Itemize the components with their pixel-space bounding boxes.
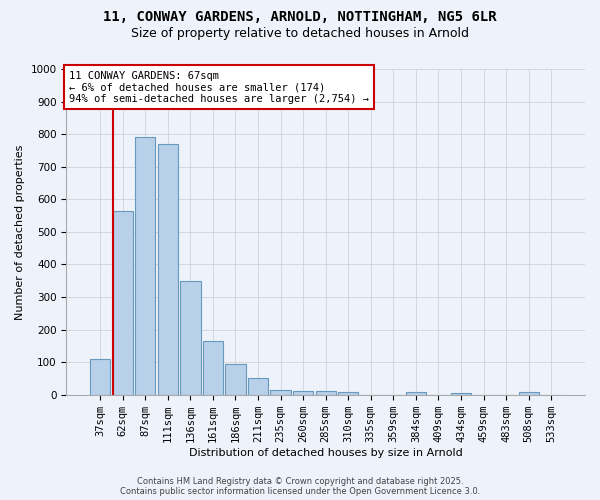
Bar (113, 210, 133, 394)
Y-axis label: Number of detached properties: Number of detached properties (15, 144, 25, 320)
X-axis label: Distribution of detached houses by size in Arnold: Distribution of detached houses by size … (189, 448, 463, 458)
Bar (226, 364, 245, 394)
Bar (90, 359, 110, 394)
Bar (451, 393, 471, 394)
Bar (180, 280, 200, 394)
Bar (293, 391, 313, 394)
Text: 11, CONWAY GARDENS, ARNOLD, NOTTINGHAM, NG5 6LR: 11, CONWAY GARDENS, ARNOLD, NOTTINGHAM, … (103, 10, 497, 24)
Text: 11 CONWAY GARDENS: 67sqm
← 6% of detached houses are smaller (174)
94% of semi-d: 11 CONWAY GARDENS: 67sqm ← 6% of detache… (69, 70, 369, 104)
Bar (248, 378, 268, 394)
Bar (338, 392, 358, 394)
Bar (406, 392, 426, 394)
Bar (518, 392, 539, 394)
Text: Contains public sector information licensed under the Open Government Licence 3.: Contains public sector information licen… (120, 487, 480, 496)
Text: Size of property relative to detached houses in Arnold: Size of property relative to detached ho… (131, 28, 469, 40)
Text: Contains HM Land Registry data © Crown copyright and database right 2025.: Contains HM Land Registry data © Crown c… (137, 477, 463, 486)
Bar (158, 144, 178, 395)
Bar (271, 390, 291, 394)
Bar (203, 341, 223, 394)
Bar (135, 138, 155, 394)
Bar (316, 392, 336, 394)
